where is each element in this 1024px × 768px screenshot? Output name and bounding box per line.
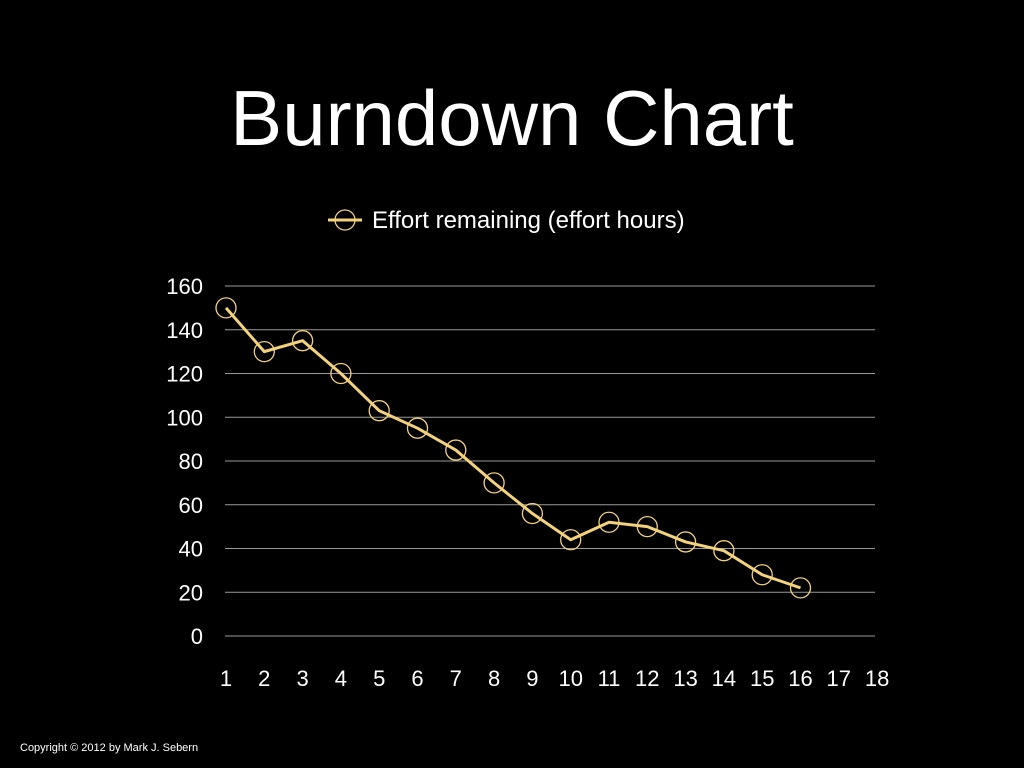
series-layer — [215, 297, 812, 599]
x-tick-label: 7 — [450, 666, 462, 691]
x-tick-label: 2 — [258, 666, 270, 691]
x-tick-label: 13 — [673, 666, 697, 691]
x-axis-ticks: 1 2 3 4 5 6 7 8 9 10 11 12 13 14 15 16 17 18 — [220, 666, 889, 691]
data-point — [368, 400, 390, 422]
x-tick-label: 16 — [788, 666, 812, 691]
legend-marker-icon — [334, 209, 356, 231]
series-line — [224, 306, 801, 590]
data-point — [598, 511, 620, 533]
x-tick-label: 1 — [220, 666, 232, 691]
data-point — [483, 472, 505, 494]
x-tick-label: 14 — [712, 666, 736, 691]
data-point — [291, 330, 314, 352]
y-tick-label: 0 — [191, 624, 203, 649]
gridlines — [225, 285, 875, 637]
legend-label: Effort remaining (effort hours) — [372, 207, 685, 234]
x-tick-label: 5 — [373, 666, 385, 691]
y-tick-label: 140 — [166, 318, 203, 343]
data-point — [253, 340, 275, 363]
copyright-notice: Copyright © 2012 by Mark J. Sebern — [20, 742, 199, 754]
data-point — [215, 297, 237, 319]
y-tick-label: 40 — [179, 537, 203, 562]
data-point — [751, 564, 773, 586]
data-point — [330, 362, 352, 385]
x-tick-label: 8 — [488, 666, 500, 691]
x-tick-label: 6 — [411, 666, 423, 691]
data-point — [674, 531, 697, 553]
data-point — [636, 515, 658, 538]
y-tick-label: 100 — [166, 405, 203, 430]
x-tick-label: 12 — [635, 666, 659, 691]
x-tick-label: 3 — [296, 666, 308, 691]
y-axis-ticks: 0 20 40 60 80 100 120 140 160 — [166, 274, 203, 649]
x-tick-label: 18 — [865, 666, 889, 691]
data-point — [560, 529, 582, 551]
x-tick-label: 17 — [827, 666, 851, 691]
y-tick-label: 80 — [179, 449, 203, 474]
data-point — [445, 439, 467, 461]
data-point — [406, 417, 429, 439]
y-tick-label: 160 — [166, 274, 203, 299]
data-point — [521, 502, 544, 525]
x-tick-label: 15 — [750, 666, 774, 691]
legend: Effort remaining (effort hours) — [328, 207, 685, 234]
data-point — [713, 540, 735, 562]
x-tick-label: 4 — [335, 666, 347, 691]
y-tick-label: 120 — [166, 362, 203, 387]
x-tick-label: 10 — [558, 666, 582, 691]
x-tick-label: 11 — [598, 666, 621, 691]
x-tick-label: 9 — [526, 666, 538, 691]
page-title: Burndown Chart — [230, 74, 794, 162]
data-point — [789, 577, 812, 599]
y-tick-label: 60 — [179, 493, 203, 518]
y-tick-label: 20 — [179, 580, 203, 605]
